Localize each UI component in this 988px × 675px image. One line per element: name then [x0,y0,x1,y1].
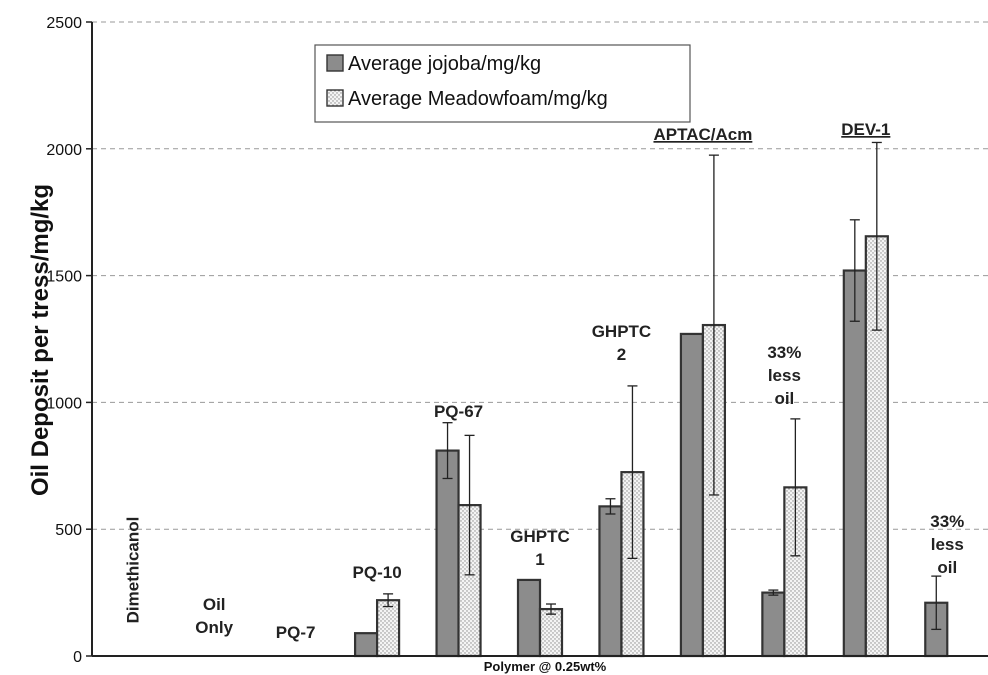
category-annotation: DEV-1 [841,120,890,139]
category-annotation: less [768,366,801,385]
error-bar [708,154,719,496]
y-tick-label: 2500 [46,15,82,32]
error-bar [849,219,860,322]
category-annotation: GHPTC [592,322,652,341]
category-annotation: Only [195,618,233,637]
category-annotation: PQ-7 [276,623,316,642]
bar-jojoba [516,578,542,658]
bar-jojoba [679,332,705,658]
x-axis-label: Polymer @ 0.25wt% [484,659,607,674]
bar-jojoba [598,505,623,658]
y-tick-label: 0 [73,649,82,666]
error-bar [871,141,882,331]
category-annotation: oil [937,558,957,577]
category-annotation: oil [774,389,794,408]
bars [353,235,949,658]
legend-label-jojoba: Average jojoba/mg/kg [348,53,541,75]
y-tick-label: 1000 [46,395,82,412]
category-annotation: 1 [535,550,544,569]
bar-meadowfoam [538,607,564,658]
category-annotation: less [931,535,964,554]
y-axis-label: Oil Deposit per tress/mg/kg [27,184,54,496]
category-annotation: PQ-10 [353,563,402,582]
error-bar [627,385,638,560]
error-bar [546,603,556,615]
category-annotation: 2 [617,345,626,364]
error-bar [605,498,616,515]
category-annotations: Dimethicanol Oil Only PQ-7 PQ-10 PQ-67 GHPTC 1 G… [124,120,965,642]
legend-box [314,44,691,123]
bar-jojoba [353,632,379,658]
legend-label-meadowfoam: Average Meadowfoam/mg/kg [348,88,608,110]
category-annotation: 33% [767,343,801,362]
error-bar [464,434,475,576]
error-bar [442,422,453,480]
legend-swatch-meadowfoam [326,89,344,107]
error-bars [383,141,942,631]
category-annotation: PQ-67 [434,402,483,421]
axes: 0 500 1000 1500 2000 2500 [46,15,988,666]
error-bar [790,418,801,557]
legend-swatch-jojoba [326,54,344,72]
bar-jojoba [435,449,460,658]
error-bar [768,589,779,596]
category-annotation: GHPTC [510,527,570,546]
category-annotation: APTAC/Acm [653,125,752,144]
category-annotation: Oil [203,595,226,614]
bar-jojoba [842,269,867,658]
category-annotation: 33% [930,512,964,531]
y-tick-label: 500 [55,522,82,539]
bar-jojoba [761,591,786,658]
error-bar [931,575,942,631]
legend: Average jojoba/mg/kg Average Meadowfoam/… [314,44,691,123]
bar-meadowfoam [375,599,401,658]
category-annotation: Dimethicanol [124,517,143,624]
y-tick-label: 1500 [46,269,82,286]
error-bar [383,593,394,608]
y-tick-label: 2000 [46,142,82,159]
